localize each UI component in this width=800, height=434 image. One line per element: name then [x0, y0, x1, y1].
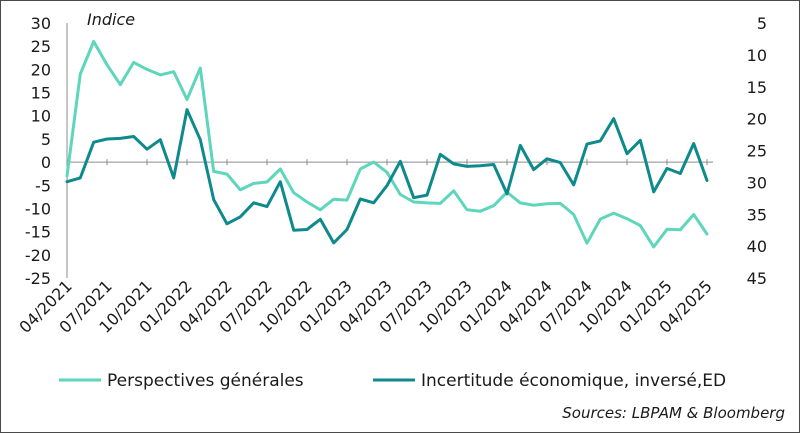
series-lines	[65, 40, 709, 249]
left-tick-label: 30	[31, 14, 51, 33]
right-tick-label: 20	[747, 110, 767, 129]
right-tick-label: 25	[747, 142, 767, 161]
left-tick-label: -20	[25, 246, 51, 265]
left-tick-label: 0	[41, 153, 51, 172]
right-tick-label: 45	[747, 269, 767, 288]
left-axis: 30 25 20 15 10 5 0 -5 -10 -15 -20 -25	[25, 14, 51, 288]
right-axis: 5 10 15 20 25 30 35 40 45	[747, 14, 767, 288]
left-tick-label: 10	[31, 107, 51, 126]
left-tick-label: 15	[31, 84, 51, 103]
left-tick-label: 5	[41, 130, 51, 149]
left-tick-label: 25	[31, 37, 51, 56]
left-tick-label: 20	[31, 60, 51, 79]
right-tick-label: 5	[757, 14, 767, 33]
right-tick-label: 35	[747, 205, 767, 224]
series-line-incertitude	[65, 108, 709, 245]
right-tick-label: 10	[747, 46, 767, 65]
right-tick-label: 40	[747, 237, 767, 256]
left-tick-label: -10	[25, 199, 51, 218]
left-tick-label: -15	[25, 223, 51, 242]
source-note: Sources: LBPAM & Bloomberg	[562, 404, 785, 422]
series-line-perspectives	[65, 40, 709, 249]
legend-label-perspectives: Perspectives générales	[107, 371, 304, 391]
x-axis: 04/202107/202110/202101/202204/202207/20…	[15, 159, 716, 337]
right-tick-label: 30	[747, 173, 767, 192]
legend: Perspectives générales Incertitude écono…	[59, 371, 726, 391]
legend-label-incertitude: Incertitude économique, inversé,ED	[421, 371, 726, 391]
left-tick-label: -25	[25, 269, 51, 288]
y-axis-label: Indice	[87, 10, 135, 29]
right-tick-label: 15	[747, 78, 767, 97]
left-tick-label: -5	[35, 176, 51, 195]
